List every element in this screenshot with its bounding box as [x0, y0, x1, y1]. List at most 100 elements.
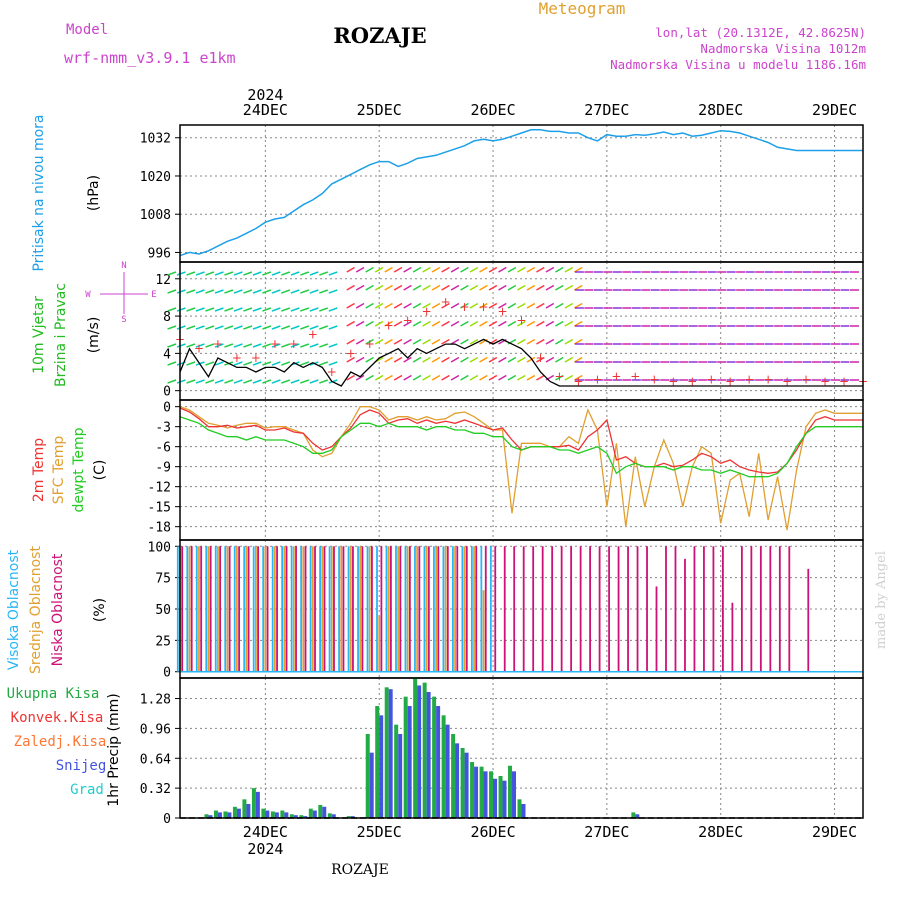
wind-arrow [319, 271, 329, 276]
wind-arrow [214, 379, 224, 384]
wind-arrow [252, 361, 262, 366]
wind-arrow [441, 338, 450, 345]
wind-arrow [412, 284, 422, 291]
wind-arrow [536, 374, 545, 381]
wind-arrow [195, 289, 205, 294]
gust-marker: + [725, 374, 735, 388]
bottom-day-label: 28DEC [698, 823, 743, 841]
gust-marker: + [554, 370, 564, 384]
wind-arrow [233, 271, 243, 276]
wind-arrow [365, 320, 374, 327]
wind-arrow [431, 302, 441, 309]
wind-unit: (m/s) [86, 317, 102, 354]
wind-arrow [365, 284, 374, 291]
wind-arrow [186, 289, 196, 294]
wind-arrow [422, 338, 431, 345]
precip-total-bar [289, 814, 294, 818]
wind-arrow [224, 289, 234, 294]
y-tick-label: 0 [163, 666, 171, 681]
wind-arrow [365, 266, 374, 273]
wind-arrow [450, 266, 460, 273]
wind-arrow [355, 284, 365, 291]
wind-arrow [346, 284, 355, 291]
precip-snow-bar [521, 804, 526, 818]
panel-cloud-cover: 0 25 50 75 100 [148, 539, 864, 681]
y-tick-label: 8 [163, 310, 171, 325]
gust-marker: + [573, 374, 583, 388]
wind-arrow [195, 379, 205, 384]
precip-snow-bar [512, 771, 516, 818]
wind-arrow [355, 338, 365, 345]
gust-marker: + [194, 342, 204, 356]
wind-arrow [205, 271, 215, 276]
wind-arrow [393, 302, 403, 309]
wind-arrow [393, 338, 403, 345]
gust-marker: + [365, 337, 375, 351]
precip-legend-2: Zaledj.Kisa [14, 734, 107, 750]
wind-arrow [167, 307, 177, 312]
precip-snow-bar [350, 816, 355, 818]
wind-arrow [450, 338, 460, 345]
wind-arrow [224, 325, 234, 330]
wind-arrow [195, 271, 205, 276]
wind-arrow [431, 266, 441, 273]
wind-arrow [214, 307, 224, 312]
precip-total-bar [375, 706, 380, 818]
wind-arrow [271, 325, 281, 330]
wind-arrow [403, 302, 412, 309]
wind-arrow [319, 379, 329, 384]
wind-arrow [281, 343, 291, 348]
top-day-label: 26DEC [470, 101, 515, 119]
panels: 996 1008 1020 1032 0 4 8 12 + + + + + + + + + + + + + + + + + + + +… [6, 86, 868, 858]
y-tick-label: 0.64 [140, 752, 171, 767]
wind-arrow [374, 374, 384, 381]
precip-total-bar [346, 816, 351, 818]
precip-snow-bar [436, 706, 441, 818]
gust-marker: + [649, 372, 659, 386]
wind-arrow [450, 284, 460, 291]
wind-arrow [517, 338, 526, 345]
precip-total-bar [204, 814, 209, 818]
wind-arrow [167, 343, 177, 348]
pressure-unit: (hPa) [86, 175, 102, 211]
wind-arrow [536, 266, 545, 273]
wind-arrow [384, 266, 393, 273]
wind-arrow [469, 266, 479, 273]
wind-arrow [365, 356, 374, 363]
y-tick-label: 0.32 [140, 782, 171, 797]
precip-snow-bar [635, 814, 640, 818]
wind-arrow [555, 374, 564, 381]
wind-arrow [460, 356, 469, 363]
wind-arrow [262, 307, 272, 312]
wind-arrow [233, 289, 243, 294]
wind-arrow [346, 266, 355, 273]
wind-arrow [498, 356, 507, 363]
precip-snow-bar [483, 771, 488, 818]
top-day-label: 24DEC [243, 101, 288, 119]
wind-arrow [214, 343, 224, 348]
gust-marker: + [782, 374, 792, 388]
wind-arrow [488, 320, 498, 327]
wind-arrow [290, 271, 300, 276]
y-tick-label: 12 [155, 273, 171, 288]
y-tick-label: 100 [148, 540, 171, 555]
precip-total-bar [517, 799, 522, 818]
top-day-label: 28DEC [698, 101, 743, 119]
wind-arrow [328, 271, 338, 276]
wind-arrow [290, 379, 300, 384]
wind-arrow [205, 343, 215, 348]
temp-2m-ylabel: 2m Temp [31, 438, 47, 502]
precip-total-bar [327, 813, 332, 818]
wind-arrow [281, 361, 291, 366]
wind-arrow [488, 374, 498, 381]
gust-marker: + [497, 304, 507, 318]
gust-marker: + [289, 337, 299, 351]
precip-total-bar [441, 715, 446, 818]
wind-arrow [186, 307, 196, 312]
wind-arrow [564, 338, 574, 345]
wind-arrow [224, 343, 234, 348]
gust-marker: + [213, 337, 223, 351]
wind-arrow [460, 302, 469, 309]
cloud-high-ylabel: Visoka Oblacnost [6, 549, 22, 670]
